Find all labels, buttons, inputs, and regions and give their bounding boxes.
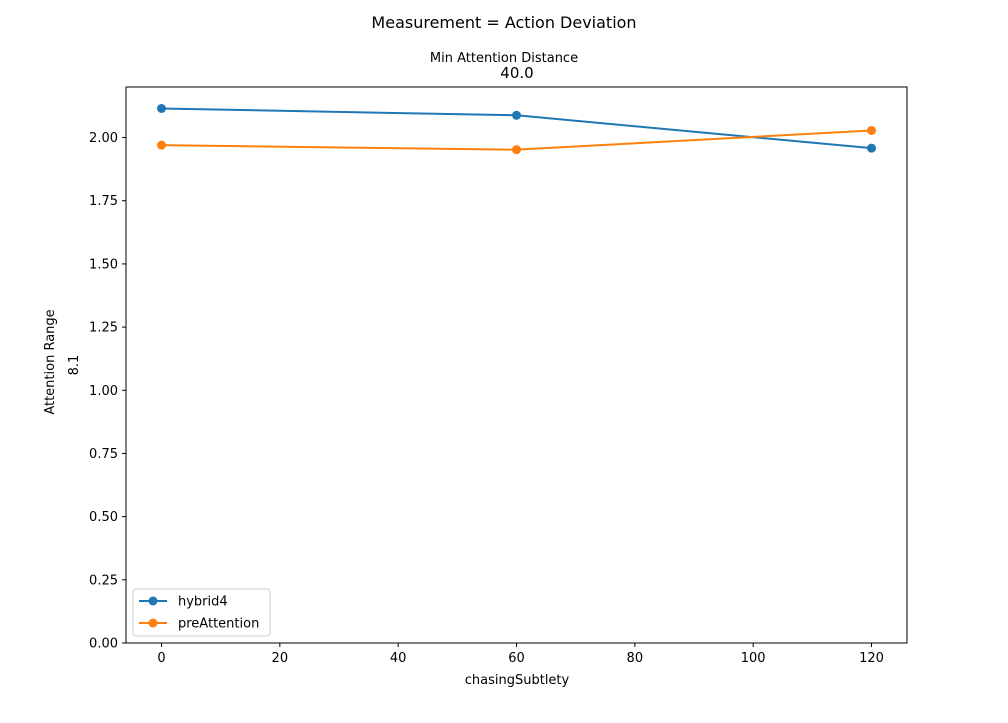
y-tick-label: 1.50 <box>89 257 118 272</box>
x-tick-label: 60 <box>508 651 525 666</box>
y-tick-label: 1.25 <box>89 321 118 336</box>
x-tick-label: 20 <box>272 651 289 666</box>
x-axis-label: chasingSubtlety <box>465 673 570 688</box>
x-tick-label: 120 <box>859 651 884 666</box>
legend-label: preAttention <box>178 617 259 632</box>
y-tick-label: 0.25 <box>89 573 118 588</box>
y-axis-label-top: Attention Range <box>43 309 58 414</box>
x-tick-label: 80 <box>627 651 644 666</box>
chart-title-top: Min Attention Distance <box>430 51 578 66</box>
y-tick-label: 0.00 <box>89 637 118 652</box>
chart-title-bottom: 40.0 <box>500 64 533 82</box>
x-tick-label: 100 <box>741 651 766 666</box>
data-point-preAttention <box>157 140 166 150</box>
data-point-hybrid4 <box>512 110 521 120</box>
y-tick-label: 1.00 <box>89 384 118 399</box>
legend-marker-preAttention <box>148 618 158 628</box>
y-axis-label-bottom: 8.1 <box>67 355 82 376</box>
axis-ticks: 0 20 40 60 80 100 120 0.00 0.25 0.50 0.75 1.00 1.25 1… <box>89 131 884 666</box>
y-tick-label: 2.00 <box>89 131 118 146</box>
y-tick-label: 1.75 <box>89 194 118 209</box>
x-tick-label: 40 <box>390 651 407 666</box>
data-point-hybrid4 <box>867 143 876 153</box>
legend-box <box>132 588 271 637</box>
y-tick-label: 0.75 <box>89 447 118 462</box>
plot-frame <box>125 86 908 644</box>
data-point-preAttention <box>512 145 521 155</box>
legend-label: hybrid4 <box>178 595 228 610</box>
data-point-preAttention <box>867 125 876 135</box>
x-tick-label: 0 <box>157 651 165 666</box>
legend-marker-hybrid4 <box>148 596 158 606</box>
y-tick-label: 0.50 <box>89 510 118 525</box>
legend: hybrid4 preAttention <box>132 588 271 637</box>
data-point-hybrid4 <box>157 103 166 113</box>
figure-suptitle: Measurement = Action Deviation <box>371 13 636 32</box>
series-group <box>157 103 876 155</box>
